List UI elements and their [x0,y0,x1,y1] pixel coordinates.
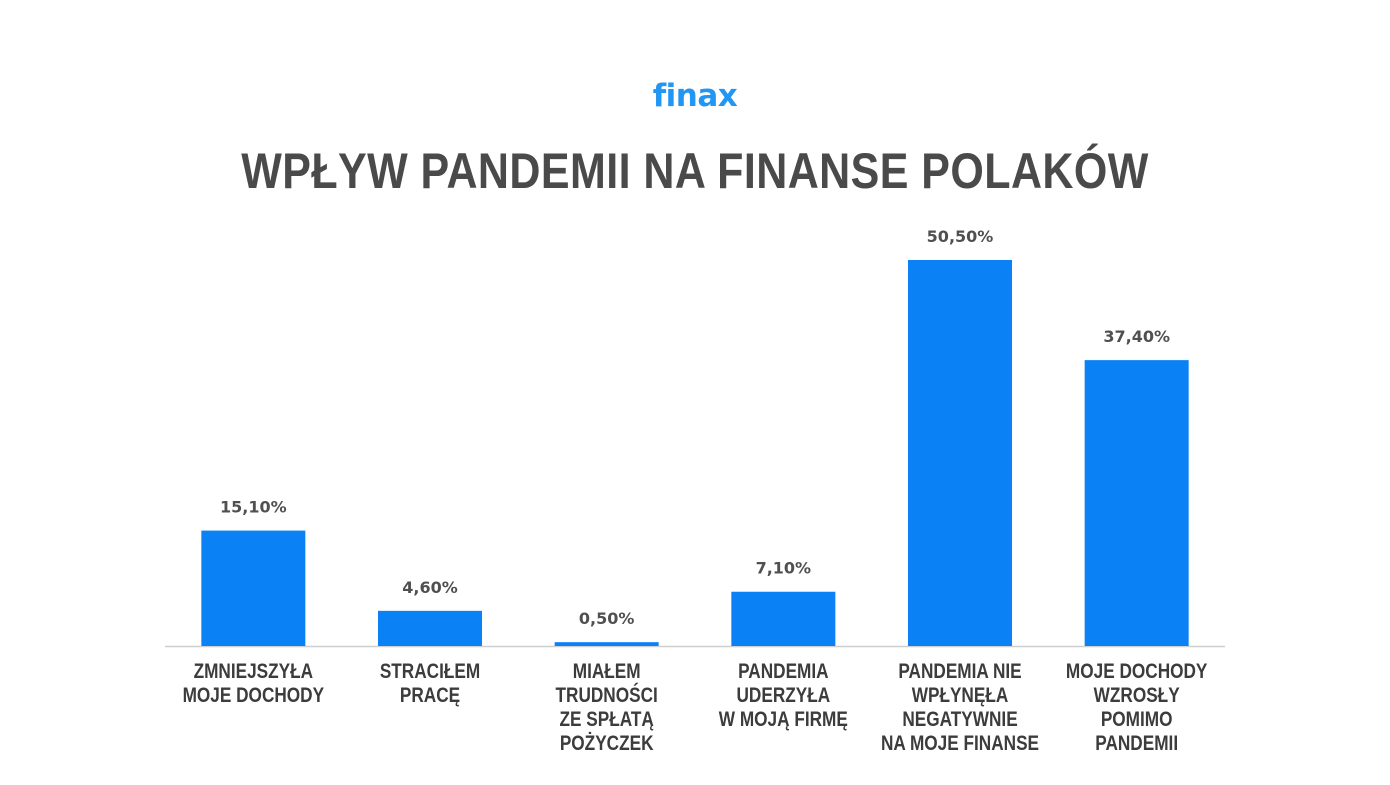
category-label-line: WPŁYNĘŁA [912,685,1009,708]
category-label: MIAŁEM TRUDNOŚCI ZE SPŁATĄ POŻYCZEK [556,661,658,756]
data-label: 15,10% [220,498,287,517]
category-label-line: POMIMO [1101,709,1173,732]
data-label: 50,50% [927,227,994,246]
chart-title: WPŁYW PANDEMII NA FINANSE POLAKÓW [241,143,1149,199]
bar [378,610,482,646]
category-label: PANDEMIA UDERZYŁA W MOJĄ FIRMĘ [719,661,848,732]
category-label-line: MIAŁEM [573,661,641,684]
category-label-line: ZE SPŁATĄ [560,709,654,732]
category-label-line: ZMNIEJSZYŁA [194,661,314,684]
finax-logo: finax [652,78,738,114]
category-label-line: PANDEMIA [738,661,829,684]
data-label: 4,60% [402,578,458,597]
category-label-line: WZROSŁY [1094,685,1180,708]
category-label-line: MOJE DOCHODY [183,685,325,708]
category-label: PANDEMIA NIE WPŁYNĘŁA NEGATYWNIE NA MOJE FI… [881,661,1039,756]
category-label-line: PANDEMII [1095,733,1178,756]
data-label: 0,50% [579,609,635,628]
data-label: 7,10% [756,559,812,578]
category-label-line: STRACIŁEM [380,661,480,684]
category-label-line: TRUDNOŚCI [556,683,658,707]
category-label-line: MOJE DOCHODY [1066,661,1208,684]
bar [731,591,836,646]
data-label: 37,40% [1103,327,1170,346]
bar [201,530,306,646]
category-label-line: NA MOJE FINANSE [881,733,1039,756]
category-label-line: W MOJĄ FIRMĘ [719,709,848,732]
category-label-line: PRACĘ [400,685,460,708]
category-label-line: UDERZYŁA [736,685,830,708]
bar [908,260,1012,646]
category-label-line: PANDEMIA NIE [898,661,1021,684]
bar [554,642,659,646]
category-label: ZMNIEJSZYŁA MOJE DOCHODY [183,661,325,708]
bar [1084,360,1189,646]
category-label: MOJE DOCHODY WZROSŁY POMIMO PANDEMII [1066,661,1208,756]
category-label: STRACIŁEM PRACĘ [380,661,480,708]
category-label-line: POŻYCZEK [560,733,654,756]
category-label-line: NEGATYWNIE [902,709,1018,732]
